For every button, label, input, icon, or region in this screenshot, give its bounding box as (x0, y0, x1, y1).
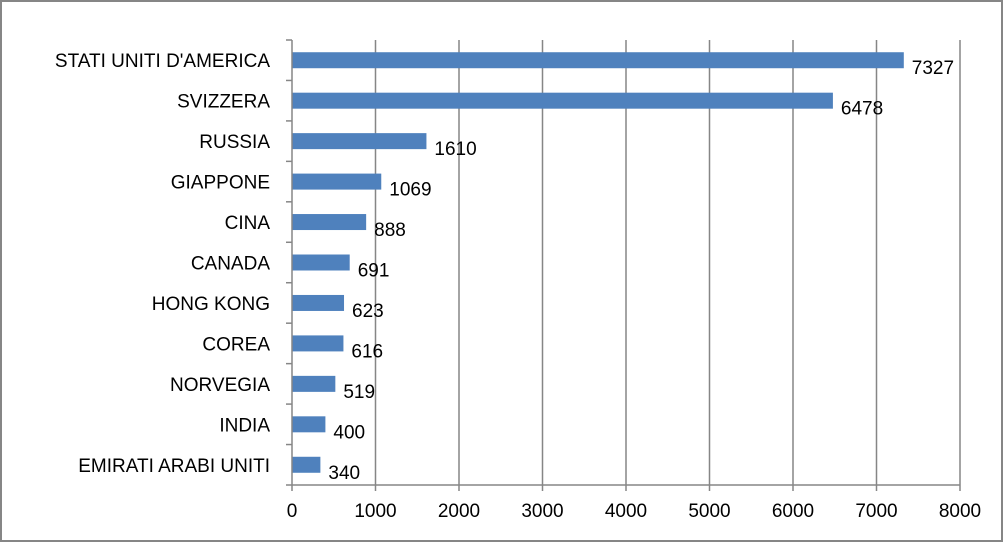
data-label: 7327 (912, 58, 954, 79)
x-tick-label: 3000 (521, 501, 563, 522)
bar (292, 416, 326, 433)
x-tick-label: 7000 (855, 501, 897, 522)
data-label: 616 (351, 341, 383, 362)
data-label: 623 (352, 301, 384, 322)
data-label: 1610 (434, 139, 476, 160)
data-label: 340 (328, 463, 360, 484)
bar (292, 294, 345, 311)
bar (292, 214, 367, 231)
category-label: GIAPPONE (171, 173, 270, 194)
labels: 0 1000 2000 3000 4000 5000 6000 7000 8000 STATI U… (55, 51, 981, 522)
x-tick-label: 2000 (438, 501, 480, 522)
data-label: 519 (343, 382, 375, 403)
bar (292, 375, 336, 392)
bar (292, 92, 833, 109)
x-tick-label: 5000 (688, 501, 730, 522)
axes (286, 39, 961, 491)
category-label: COREA (202, 334, 270, 355)
data-label: 691 (358, 261, 390, 282)
bar (292, 335, 344, 352)
gridlines (374, 40, 961, 485)
data-label: 400 (333, 422, 365, 443)
data-label: 888 (374, 220, 406, 241)
bar (292, 456, 321, 473)
x-tick-label: 4000 (605, 501, 647, 522)
data-label: 1069 (389, 180, 431, 201)
category-label: CANADA (191, 254, 271, 275)
bar (292, 52, 904, 69)
x-tick-label: 1000 (354, 501, 396, 522)
x-tick-label: 8000 (939, 501, 981, 522)
category-label: EMIRATI ARABI UNITI (78, 456, 270, 477)
category-label: STATI UNITI D'AMERICA (55, 51, 270, 72)
x-tick-label: 0 (287, 501, 298, 522)
bar (292, 133, 427, 150)
data-label: 6478 (841, 99, 883, 120)
category-label: RUSSIA (199, 132, 270, 153)
x-tick-label: 6000 (772, 501, 814, 522)
category-label: SVIZZERA (177, 92, 270, 113)
category-label: HONG KONG (152, 294, 270, 315)
bar (292, 254, 350, 271)
bar (292, 173, 382, 190)
category-label: INDIA (219, 415, 270, 436)
category-label: CINA (225, 213, 271, 234)
bars (292, 52, 904, 473)
category-label: NORVEGIA (170, 375, 270, 396)
